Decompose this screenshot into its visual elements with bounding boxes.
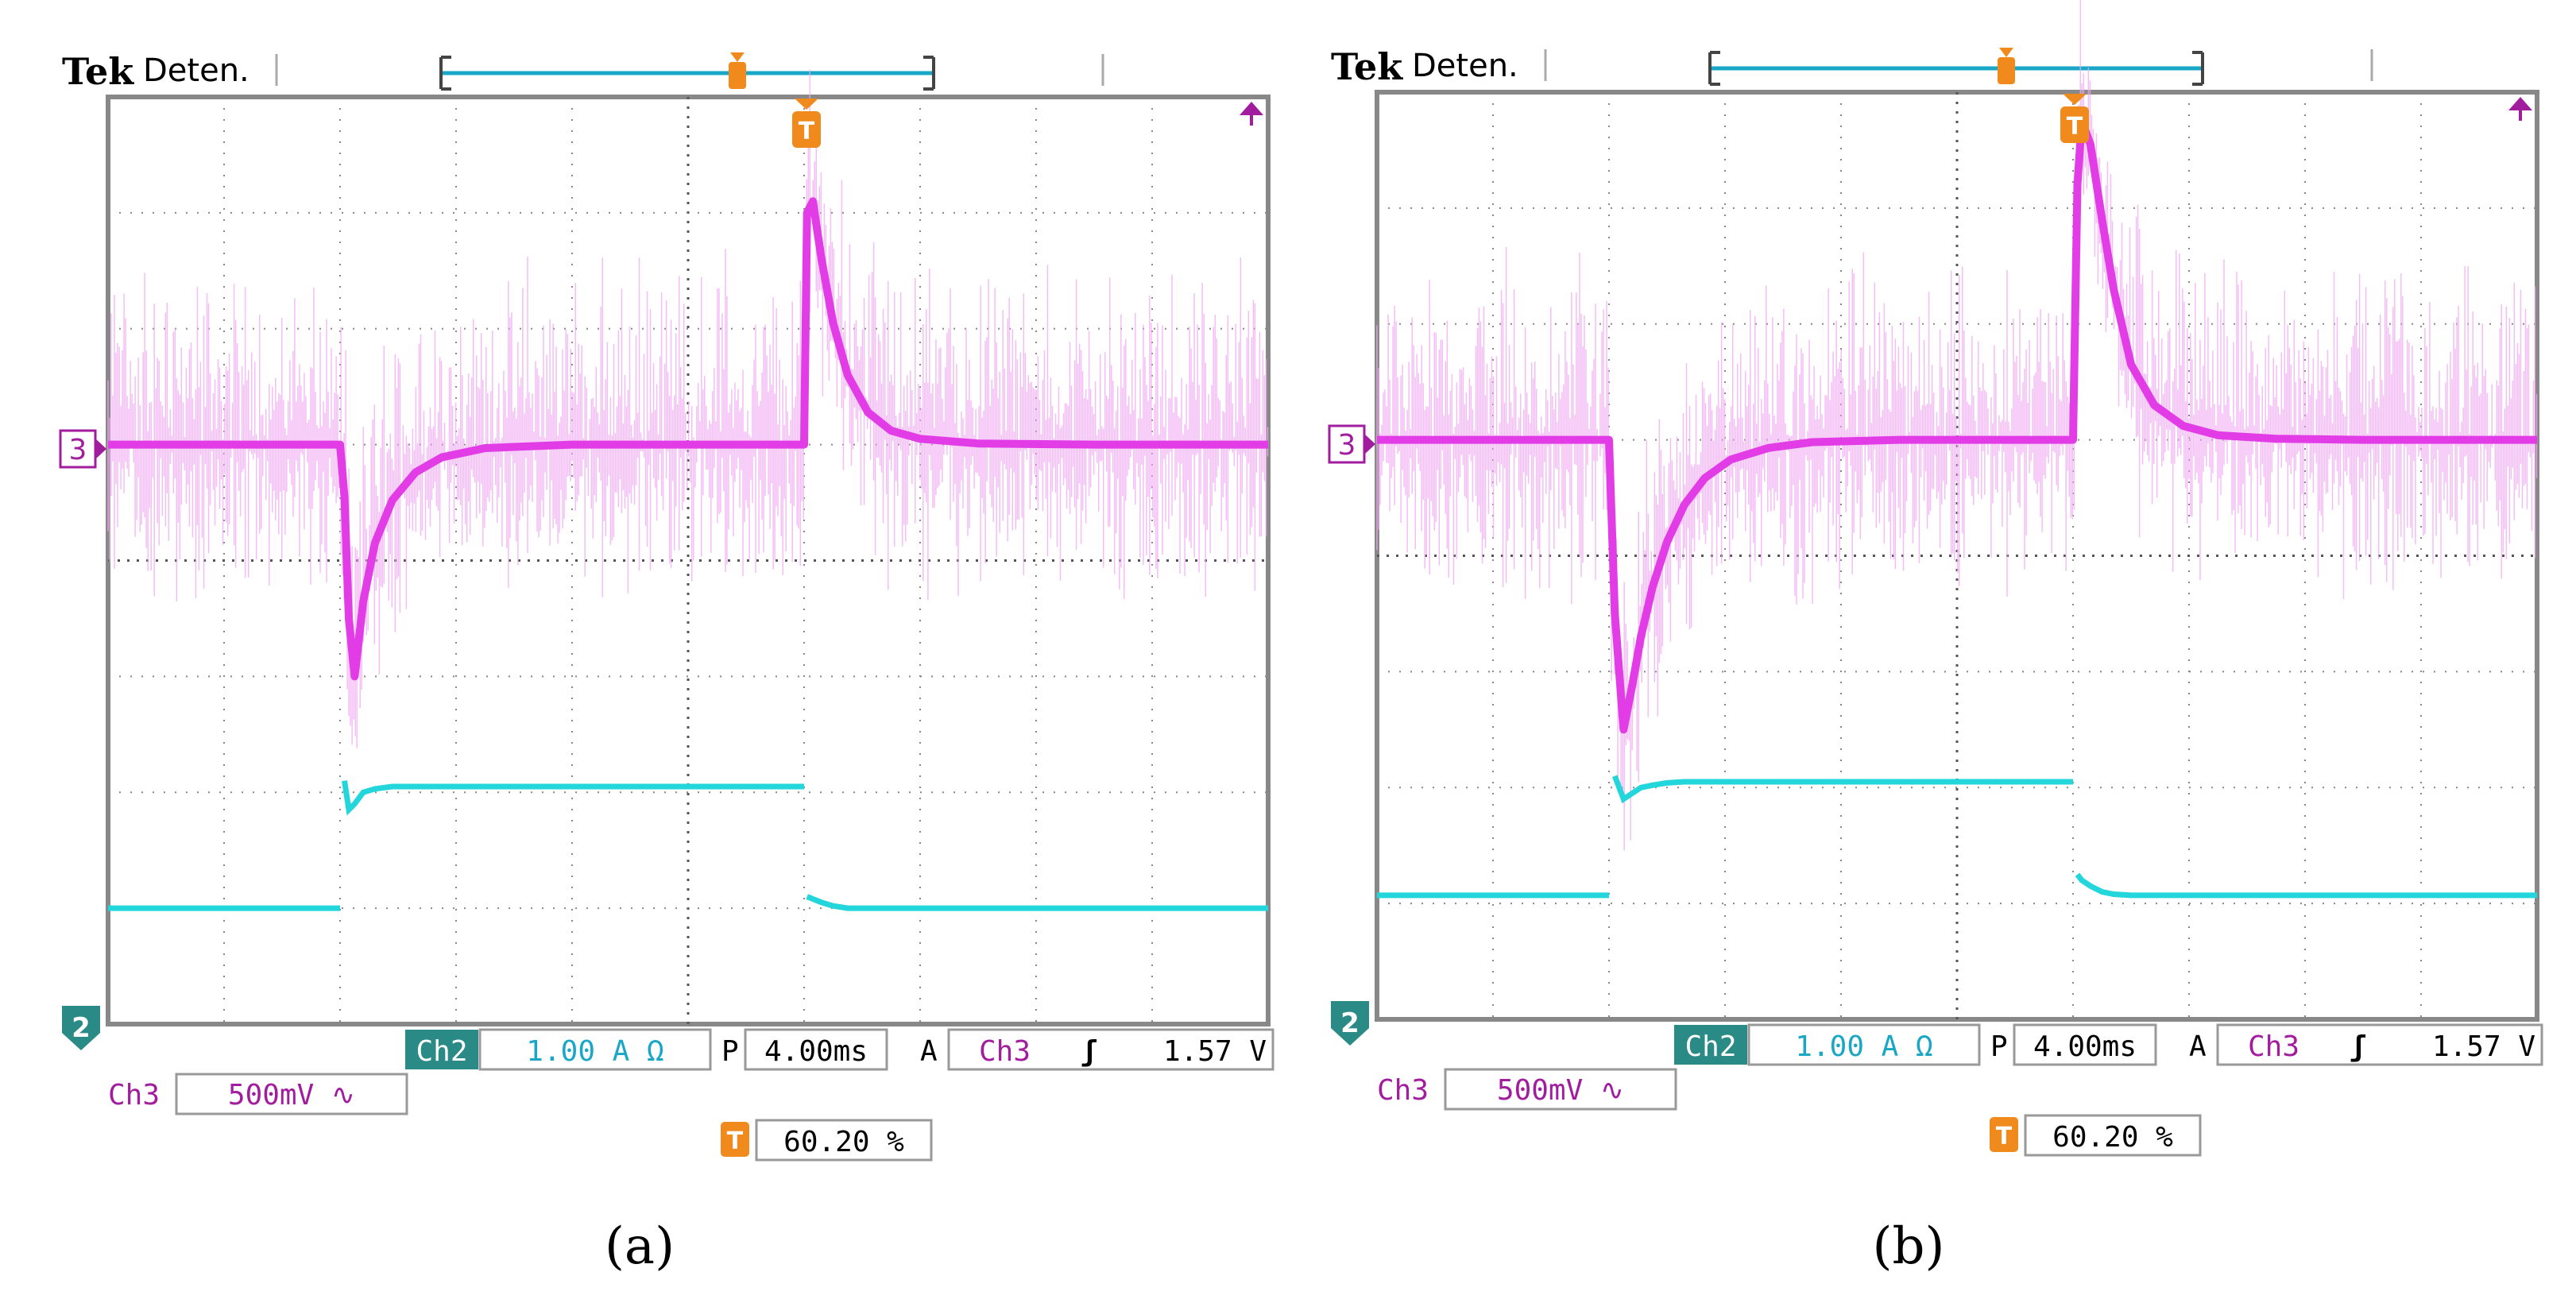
ch2-scale: 1.00 A Ω [526,1035,663,1068]
svg-text:2: 2 [1340,1007,1360,1039]
svg-text:T: T [727,1127,744,1155]
ch2-label: Ch2 [416,1035,467,1068]
ch3-ground-marker: 3 [1328,424,1375,464]
scope-panel-a: Tek Deten. T [0,0,1279,1299]
trigger-position-icon [721,1122,749,1157]
svg-text:T: T [799,118,815,145]
panel-caption: (b) [1873,1217,1945,1276]
svg-text:3: 3 [69,434,87,466]
timebase-box [744,1028,888,1071]
ch3-label: Ch3 [1377,1074,1429,1107]
ch3-scale-box [1444,1068,1677,1111]
scope-panel-b: Tek Deten. T [1269,0,2548,1299]
ch2-scale: 1.00 A Ω [1795,1030,1932,1063]
ch3-trace [1377,117,2537,734]
svg-text:T: T [2067,113,2083,141]
svg-text:T: T [1996,1123,2013,1150]
tek-brand: Tek [62,50,134,93]
trigger-position: 60.20 % [2052,1121,2173,1154]
trigger-level-arrow [1240,102,1263,126]
ch2-trace [108,780,1268,911]
a-label: A [2189,1030,2207,1063]
ch2-label: Ch2 [1684,1030,1736,1063]
trigger-marker: T [2060,94,2089,143]
ch2-trace [1377,775,2537,899]
timebase-box [2013,1023,2157,1066]
record-position-bar [439,52,935,91]
ch3-scale: 500mV ∿ [228,1079,355,1111]
ch2-label-box [405,1030,478,1069]
ch3-trace [108,197,1268,681]
trigger-level: 1.57 V [2432,1030,2535,1063]
trigger-position-box [755,1119,933,1162]
trigger-position: 60.20 % [783,1126,904,1158]
record-trigger-icon [1998,57,2015,84]
ch3-scale-box [175,1073,408,1115]
trigger-box [947,1028,1274,1071]
p-label: P [721,1035,739,1068]
acq-mode: Deten. [143,52,249,89]
ch2-label-box [1674,1025,1747,1065]
trigger-position-box [2024,1114,2202,1157]
trigger-source: Ch3 [2248,1030,2299,1063]
scope-display-a: Tek Deten. T [59,50,1274,1276]
ch2-scale-box [1747,1023,1981,1066]
ch2-ground-marker: 2 [1331,1001,1369,1046]
a-label: A [920,1035,938,1068]
ch3-ground-marker: 3 [59,429,106,469]
p-label: P [1990,1030,2008,1063]
trigger-slope: ʃ [1081,1035,1098,1068]
trigger-slope: ʃ [2350,1030,2367,1063]
record-position-bar [1708,48,2204,86]
trigger-source: Ch3 [979,1035,1031,1068]
ch2-ground-marker: 2 [62,1006,100,1050]
record-trigger-icon [729,62,746,89]
panel-caption: (a) [605,1217,675,1276]
svg-text:2: 2 [72,1012,91,1044]
tek-brand: Tek [1331,45,1403,88]
timebase: 4.00ms [764,1035,868,1068]
trigger-level-arrow [2508,97,2532,121]
svg-text:3: 3 [1338,429,1356,462]
trigger-level: 1.57 V [1163,1035,1267,1068]
timebase: 4.00ms [2033,1030,2137,1063]
ch3-scale: 500mV ∿ [1497,1074,1624,1107]
ch3-label: Ch3 [108,1079,160,1111]
trigger-box [2216,1023,2543,1066]
trigger-position-icon [1990,1117,2018,1152]
scope-display-b: Tek Deten. T [1328,0,2543,1276]
ch2-scale-box [478,1028,712,1071]
trigger-marker: T [792,99,821,148]
acq-mode: Deten. [1412,48,1518,84]
